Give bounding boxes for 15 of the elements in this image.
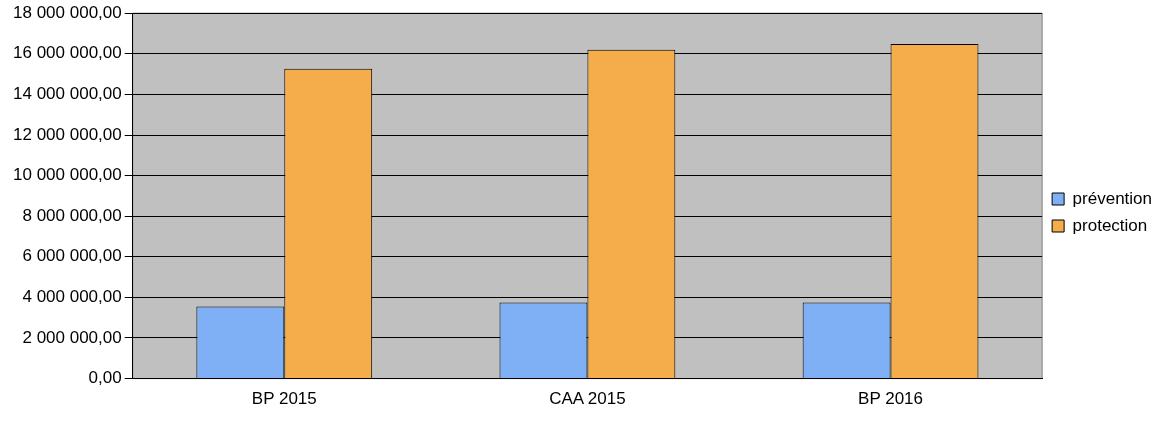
legend-label: prévention	[1072, 188, 1152, 208]
y-tick-label: 2 000 000,00	[22, 327, 122, 347]
y-tick-label: 4 000 000,00	[22, 287, 122, 307]
y-tick-label: 12 000 000,00	[13, 124, 122, 144]
y-tick-label: 0,00	[88, 368, 122, 388]
y-tick-label: 14 000 000,00	[13, 84, 122, 104]
x-tick-label: BP 2016	[858, 389, 924, 409]
y-tick-label: 8 000 000,00	[22, 205, 122, 225]
y-tick-label: 18 000 000,00	[13, 2, 122, 22]
y-tick-label: 16 000 000,00	[13, 43, 122, 63]
x-tick-label: BP 2015	[251, 389, 317, 409]
x-tick-label: CAA 2015	[549, 389, 626, 409]
y-tick-label: 10 000 000,00	[13, 165, 122, 185]
legend-label: protection	[1072, 215, 1148, 235]
y-tick-label: 6 000 000,00	[22, 246, 122, 266]
